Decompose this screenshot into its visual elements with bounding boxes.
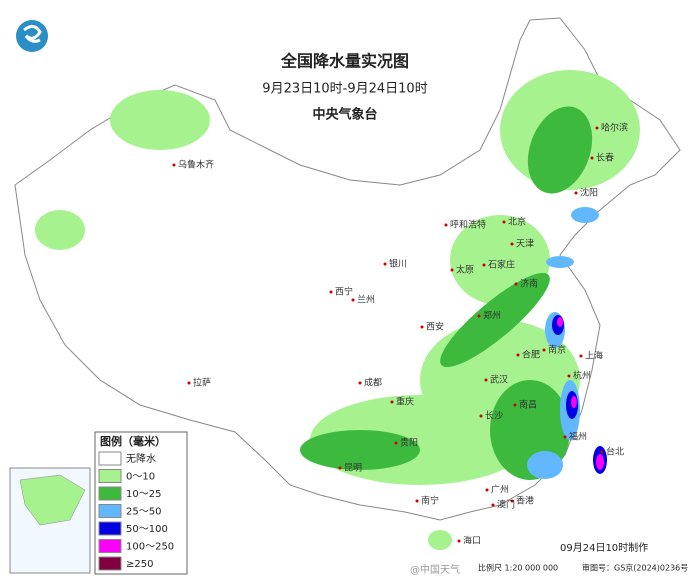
city-label: 合肥 (522, 349, 540, 361)
city-dot (482, 263, 486, 267)
city-dot (450, 268, 454, 272)
city-label: 天津 (516, 239, 534, 250)
legend-label: 无降水 (126, 452, 156, 465)
city-dot (590, 156, 594, 160)
city-label: 兰州 (357, 294, 375, 306)
city-dot (542, 348, 546, 352)
legend-swatch (98, 556, 122, 571)
city-dot (390, 400, 394, 404)
city-dot (457, 539, 461, 543)
city-dot (514, 282, 518, 286)
city-label: 长沙 (485, 410, 503, 422)
city-label: 杭州 (573, 370, 591, 382)
watermark: @中国天气 (410, 563, 460, 576)
city-dot (477, 314, 481, 318)
legend-swatch (98, 451, 122, 466)
city-label: 贵阳 (400, 437, 418, 449)
city-dot (338, 466, 342, 470)
city-dot (485, 488, 489, 492)
city-label: 济南 (520, 278, 538, 290)
city-label: 石家庄 (488, 259, 515, 271)
rain-extreme (557, 317, 604, 470)
city-label: 广州 (491, 484, 509, 496)
city-label: 重庆 (396, 396, 414, 408)
city-dot (510, 242, 514, 246)
city-dot (567, 374, 571, 378)
city-dot (358, 381, 362, 385)
city-dot (563, 435, 567, 439)
city-label: 沈阳 (580, 187, 598, 199)
city-dot (394, 441, 398, 445)
city-label: 郑州 (483, 310, 501, 322)
city-dot (415, 499, 419, 503)
city-label: 澳门 (497, 499, 515, 511)
city-label: 成都 (364, 377, 382, 389)
city-dot (516, 353, 520, 357)
legend-label: 10～25 (126, 489, 161, 500)
approval: 审图号：GS京(2024)0236号 (582, 563, 688, 573)
city-dot (600, 450, 604, 454)
city-label: 上海 (585, 350, 603, 362)
inset-map (9, 467, 91, 574)
city-label: 香港 (516, 495, 534, 507)
city-label: 福州 (569, 431, 587, 443)
city-label: 西宁 (335, 286, 353, 298)
city-label: 台北 (606, 446, 624, 458)
legend-label: 25～50 (126, 507, 161, 518)
city-dot (172, 163, 176, 167)
city-dot (351, 298, 355, 302)
city-label: 南京 (548, 344, 566, 356)
title: 全国降水量实况图 (280, 52, 409, 71)
city-label: 呼和浩特 (450, 219, 486, 231)
city-label: 哈尔滨 (601, 122, 628, 134)
city-label: 北京 (508, 216, 526, 228)
city-label: 南宁 (421, 495, 439, 507)
made-time: 09月24日10时制作 (560, 541, 648, 554)
subtitle: 9月23日10时-9月24日10时 (262, 82, 427, 97)
city-dot (595, 126, 599, 130)
city-dot (383, 262, 387, 266)
legend-label: ≥250 (126, 559, 153, 570)
city-label: 西安 (426, 321, 444, 333)
city-dot (491, 503, 495, 507)
legend-label: 50～100 (126, 524, 168, 535)
city-dot (502, 220, 506, 224)
city-dot (479, 414, 483, 418)
city-dot (444, 223, 448, 227)
city-label: 银川 (389, 258, 407, 270)
city-dot (420, 325, 424, 329)
city-label: 昆明 (344, 463, 362, 474)
legend-swatch (98, 469, 122, 483)
logo (16, 20, 48, 52)
city-label: 拉萨 (193, 377, 211, 389)
city-dot (574, 191, 578, 195)
legend-swatch (98, 504, 122, 518)
city-dot (513, 403, 517, 407)
city-dot (510, 499, 514, 503)
city-dot (484, 378, 488, 382)
city-label: 长春 (596, 152, 614, 164)
city-dot (329, 290, 333, 294)
city-label: 海口 (463, 535, 481, 547)
city-label: 南昌 (519, 399, 537, 411)
city-label: 武汉 (490, 374, 508, 386)
legend-title: 图例（毫米） (100, 434, 166, 448)
legend-label: 100～250 (126, 542, 174, 553)
legend-swatch (98, 539, 122, 553)
city-dot (579, 354, 583, 358)
legend-swatch (98, 521, 122, 536)
city-label: 乌鲁木齐 (178, 159, 214, 171)
city-label: 太原 (456, 264, 474, 276)
legend-label: 0～10 (126, 472, 155, 483)
city-dot (187, 381, 191, 385)
agency: 中央气象台 (312, 107, 377, 123)
legend-swatch (98, 486, 122, 501)
scale: 比例尺 1:20 000 000 (478, 563, 558, 573)
